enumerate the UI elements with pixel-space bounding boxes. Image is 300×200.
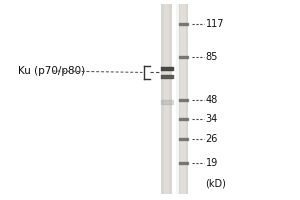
Text: 48: 48 [206, 95, 218, 105]
Text: 85: 85 [206, 52, 218, 62]
Text: (kD): (kD) [206, 178, 226, 188]
Bar [176, 4, 178, 194]
Bar [180, 4, 186, 194]
Text: 19: 19 [206, 158, 218, 168]
Bar [164, 4, 169, 194]
Bar [178, 4, 188, 194]
Bar [160, 4, 172, 194]
Text: Ku (p70/p80): Ku (p70/p80) [18, 66, 85, 76]
Text: 117: 117 [206, 19, 224, 29]
Text: 34: 34 [206, 114, 218, 124]
Text: 26: 26 [206, 134, 218, 144]
